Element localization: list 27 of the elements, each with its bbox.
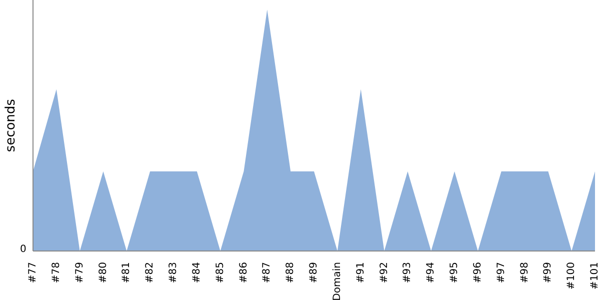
x-tick-label: #95 <box>449 262 460 284</box>
x-tick-label: Domain <box>332 262 343 300</box>
x-tick-label: #97 <box>496 262 507 284</box>
x-tick-label: #96 <box>472 262 484 284</box>
x-tick-label: #84 <box>191 262 202 284</box>
y-axis-title: seconds <box>4 98 19 152</box>
x-tick-label: #101 <box>590 262 600 290</box>
x-tick-label: #78 <box>50 262 62 284</box>
x-tick-label: #99 <box>542 262 554 284</box>
x-tick-label: #92 <box>378 262 390 284</box>
x-tick-label: #98 <box>519 262 530 284</box>
x-tick-label: #85 <box>214 262 226 284</box>
x-tick-label: #94 <box>426 262 437 284</box>
x-tick-label: #100 <box>566 262 578 290</box>
x-tick-label: #81 <box>121 262 132 284</box>
x-tick-label: #79 <box>74 262 86 284</box>
x-tick-label: #93 <box>402 262 414 284</box>
text: 0 <box>20 244 26 256</box>
x-tick-label: #82 <box>144 262 156 284</box>
x-tick-label: #77 <box>28 262 38 284</box>
x-tick-label: #83 <box>168 262 179 284</box>
x-tick-label: #89 <box>308 262 320 284</box>
x-tick-label: #87 <box>262 262 273 284</box>
x-tick-label: #91 <box>355 262 366 284</box>
x-tick-label: #86 <box>238 262 250 284</box>
x-tick-label: #80 <box>98 262 109 284</box>
x-tick-label: #88 <box>285 262 296 284</box>
